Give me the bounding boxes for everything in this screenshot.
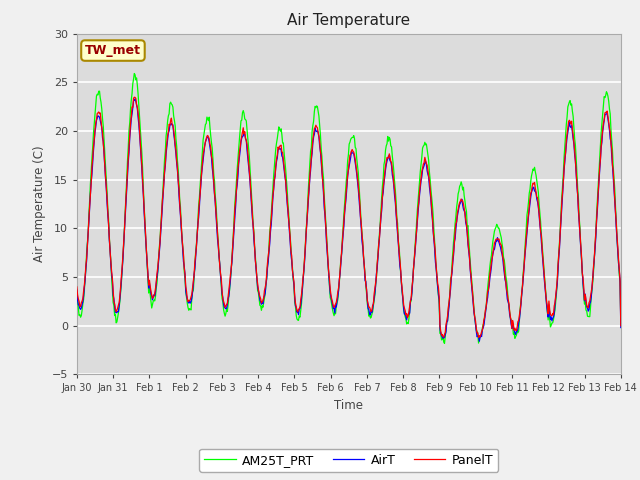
AM25T_PRT: [140, 186, 147, 192]
AM25T_PRT: [431, 255, 439, 261]
PanelT: [83, 255, 90, 261]
Line: AirT: AirT: [77, 99, 621, 341]
PanelT: [73, 284, 81, 290]
AirT: [83, 258, 90, 264]
PanelT: [140, 192, 147, 198]
PanelT: [617, 323, 625, 329]
PanelT: [431, 252, 439, 257]
PanelT: [223, 300, 231, 306]
AirT: [73, 287, 81, 293]
AirT: [223, 301, 231, 307]
Text: TW_met: TW_met: [85, 44, 141, 57]
AirT: [140, 192, 147, 198]
AirT: [195, 215, 202, 221]
X-axis label: Time: Time: [334, 399, 364, 412]
PanelT: [195, 210, 202, 216]
PanelT: [416, 189, 424, 194]
Line: PanelT: PanelT: [77, 97, 621, 337]
AirT: [131, 96, 139, 102]
Title: Air Temperature: Air Temperature: [287, 13, 410, 28]
Y-axis label: Air Temperature (C): Air Temperature (C): [33, 146, 46, 262]
AM25T_PRT: [73, 290, 81, 296]
Line: AM25T_PRT: AM25T_PRT: [77, 73, 621, 343]
AM25T_PRT: [131, 71, 138, 76]
Legend: AM25T_PRT, AirT, PanelT: AM25T_PRT, AirT, PanelT: [200, 449, 498, 472]
PanelT: [131, 95, 138, 100]
AM25T_PRT: [223, 309, 231, 314]
AM25T_PRT: [83, 249, 90, 255]
AirT: [416, 192, 424, 198]
AirT: [476, 338, 483, 344]
AM25T_PRT: [441, 340, 449, 346]
PanelT: [475, 335, 483, 340]
AirT: [617, 324, 625, 330]
AirT: [431, 259, 439, 265]
AM25T_PRT: [195, 203, 202, 209]
AM25T_PRT: [416, 178, 424, 183]
AM25T_PRT: [617, 317, 625, 323]
